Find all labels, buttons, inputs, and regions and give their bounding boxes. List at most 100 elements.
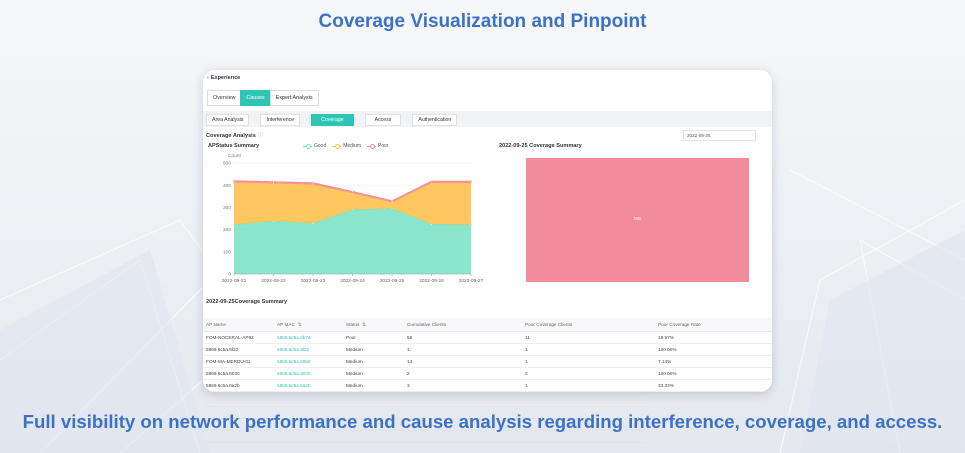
table-row[interactable]: 5869.6c5a.6030 5869.6c5a.6030 Medium 2 2 100.… (203, 367, 772, 380)
collapse-chevron-icon[interactable]: ‹ (207, 75, 209, 81)
table-row[interactable]: 5869.6c5a.5f22 5869.6c5a.5f22 Medium 1 1 100.… (203, 343, 772, 356)
data-point-poor (469, 180, 473, 183)
sort-icon[interactable]: ⇅ (297, 321, 302, 327)
cell-ap-name: 5869.6c5a.5f22 (203, 343, 274, 356)
legend-good-icon (303, 143, 312, 149)
cell-ap-mac[interactable]: 5869.6c5a.5f22 (274, 343, 343, 356)
main-tabs: Overview Causes Expert Analysis (207, 90, 319, 106)
question-circle-icon[interactable]: ⓘ (257, 133, 264, 139)
section-title: ‹ Experience (207, 75, 240, 81)
cell-ap-name: 5869.6c5a.6030 (203, 367, 274, 380)
cell-poor-coverage-clients: 2 (522, 367, 655, 380)
reflection-row (205, 442, 645, 453)
cell-poor-coverage-rate: 18.97% (655, 331, 772, 344)
tab-causes[interactable]: Causes (240, 90, 271, 106)
cell-poor-coverage-rate: 100.00% (655, 367, 772, 380)
app-window: ‹ Experience Overview Causes Expert Analy… (203, 70, 772, 392)
section-title-text: Experience (210, 75, 241, 81)
sort-icon[interactable]: ⇅ (362, 321, 367, 327)
cell-status: Medium (343, 367, 404, 380)
cell-cumulative-clients: 1 (404, 343, 522, 356)
x-tick-label: 2022-09-27 (459, 278, 484, 284)
coverage-treemap-cell[interactable]: MG (526, 158, 749, 282)
data-point-poor (390, 199, 394, 202)
subtab-coverage[interactable]: Coverage (311, 114, 354, 126)
tab-expert-analysis[interactable]: Expert Analysis (269, 90, 319, 106)
x-tick-label: 2022-09-21 (222, 278, 247, 284)
x-tick-label: 2022-09-23 (301, 278, 326, 284)
sub-tabs: Area Analysis Interference Coverage Acce… (206, 114, 468, 126)
date-picker[interactable]: 2022-09-25 (683, 130, 756, 141)
data-point-poor (430, 180, 433, 183)
reflection-row (205, 406, 645, 418)
series-area-good (234, 208, 471, 274)
x-tick-label: 2022-09-25 (380, 278, 405, 284)
cell-status: Poor (343, 331, 404, 344)
coverage-summary-title: 2022-09-25 Coverage Summary (499, 143, 582, 149)
page-headline: Coverage Visualization and Pinpoint (318, 11, 647, 32)
cell-ap-name: FOM-NOCERAL-AP92 (203, 331, 274, 344)
y-axis-label: Count (228, 154, 241, 159)
cell-poor-coverage-rate: 7.14% (655, 355, 772, 368)
page-footline: Full visibility on network performance a… (22, 411, 943, 432)
col-ap-name: AP Name (203, 318, 274, 332)
cell-ap-name: 5869.6c5a.6a2b (203, 379, 274, 392)
x-tick-label: 2022-09-24 (340, 278, 365, 284)
subtab-interference[interactable]: Interference (260, 114, 301, 126)
col-poor-coverage-clients: Poor Coverage Clients (522, 318, 655, 332)
cell-poor-coverage-clients: 1 (522, 355, 655, 368)
data-point-poor (232, 179, 236, 182)
cell-ap-mac[interactable]: 5869.6c5a.6b7a (274, 331, 343, 344)
chart-legend: Good Medium Poor (303, 143, 395, 149)
table-row[interactable]: FOM-MA-MERDU-01 5869.6c5a.69b8 Medium 14 1 7.… (203, 355, 772, 368)
subtab-authentication[interactable]: Authentication (412, 114, 458, 126)
top-bar: ‹ Experience Overview Causes Expert Analy… (203, 70, 772, 108)
coverage-analysis-title: Coverage Analysis ⓘ (206, 131, 263, 139)
x-tick-label: 2022-09-26 (419, 278, 444, 284)
cell-ap-mac[interactable]: 5869.6c5a.69b8 (274, 355, 343, 368)
table-row[interactable]: FOM-NOCERAL-AP92 5869.6c5a.6b7a Poor 58 11 18… (203, 331, 772, 344)
y-tick-label: 400 (223, 183, 231, 189)
cell-cumulative-clients: 2 (404, 367, 522, 380)
treemap-cell-label: MG (633, 216, 642, 221)
legend-poor-icon (367, 143, 377, 149)
y-tick-label: 100 (223, 249, 231, 255)
cell-poor-coverage-rate: 33.33% (655, 379, 772, 392)
legend-medium-icon (332, 143, 342, 149)
table-header-row: AP Name AP MAC ⇅ Status ⇅ Cumulative Clien… (203, 318, 772, 332)
table-title: 2022-09-25Coverage Summary (206, 299, 288, 305)
cell-status: Medium (343, 343, 404, 356)
tab-overview[interactable]: Overview (207, 90, 242, 106)
col-ap-mac-label: AP MAC (277, 321, 295, 327)
cell-cumulative-clients: 58 (404, 331, 522, 344)
coverage-analysis-text: Coverage Analysis (206, 133, 256, 139)
cell-poor-coverage-clients: 11 (522, 331, 655, 344)
table-body: FOM-NOCERAL-AP92 5869.6c5a.6b7a Poor 58 11 18… (203, 331, 772, 392)
cell-status: Medium (343, 355, 404, 368)
y-tick-label: 0 (228, 272, 231, 278)
data-point-poor (311, 181, 315, 184)
data-point-poor (351, 190, 354, 193)
legend-good[interactable]: Good (303, 143, 326, 149)
cell-ap-mac[interactable]: 5869.6c5a.6030 (274, 367, 343, 380)
subtab-area-analysis[interactable]: Area Analysis (206, 114, 250, 126)
subtab-access[interactable]: Access (364, 114, 402, 126)
y-tick-label: 200 (223, 227, 231, 233)
cell-poor-coverage-clients: 1 (522, 343, 655, 356)
col-status[interactable]: Status ⇅ (343, 318, 404, 332)
y-tick-label: 500 (223, 161, 231, 167)
legend-poor[interactable]: Poor (367, 143, 389, 149)
cell-cumulative-clients: 14 (404, 355, 522, 368)
cell-poor-coverage-rate: 100.00% (655, 343, 772, 356)
apstatus-area-chart: 0 100 200 300 400 500 2022-09-21 2022-09-22 2022… (222, 161, 484, 284)
legend-medium[interactable]: Medium (332, 143, 361, 149)
table-row[interactable]: 5869.6c5a.6a2b 5869.6c5a.6a2b Medium 3 1 33.3… (203, 379, 772, 392)
reflection-row (205, 430, 645, 442)
cell-poor-coverage-clients: 1 (522, 379, 655, 392)
col-status-label: Status (346, 321, 360, 327)
cell-ap-mac[interactable]: 5869.6c5a.6a2b (274, 379, 343, 392)
reflection-row (205, 394, 645, 406)
cell-cumulative-clients: 3 (404, 379, 522, 392)
col-ap-mac[interactable]: AP MAC ⇅ (274, 318, 343, 332)
